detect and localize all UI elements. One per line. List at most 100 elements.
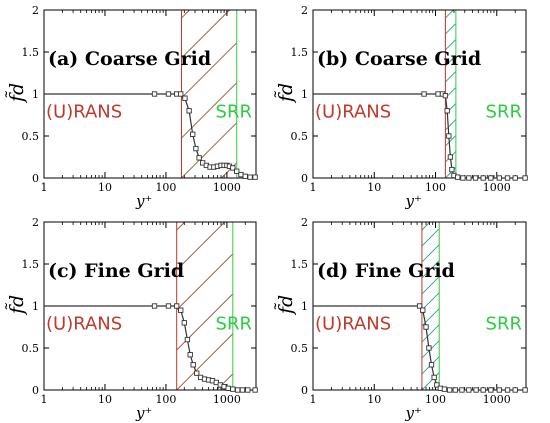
data-point [225, 385, 231, 391]
y-tick-label: 1.5 [291, 46, 309, 59]
rans-region-label: (U)RANS [46, 102, 122, 123]
data-point [459, 387, 465, 393]
y-tick-label: 2 [301, 216, 308, 229]
x-axis-label: y⁺ [405, 404, 422, 422]
y-tick-label: 1 [301, 88, 308, 101]
hatch-line [437, 388, 440, 390]
data-point [181, 320, 187, 326]
hatch-line [486, 222, 550, 390]
hatch-line [470, 222, 550, 390]
chart-panel-3: 00.511.521 10 100 1000(U)RANS SRR(c) Fine Gr… [5, 216, 550, 422]
hatch-line [421, 292, 440, 311]
panel-title: (c) Fine Grid [48, 260, 184, 282]
data-point [426, 345, 432, 351]
chart-panel-2: 0 0.5 1 1.5 2 1 10 100 1000 (U)RANS SRR (b) Coarse … [274, 4, 550, 210]
data-point [184, 336, 191, 343]
data-point [174, 303, 180, 309]
hatch-line [461, 10, 550, 178]
data-point [522, 387, 528, 393]
data-point [239, 387, 246, 393]
hatch-line [457, 222, 550, 390]
x-tick-label: 1 [41, 393, 48, 406]
x-axis-label: y⁺ [135, 192, 152, 210]
data-point [165, 91, 172, 97]
y-tick-label: 1.5 [291, 258, 309, 271]
hatch-line [421, 356, 440, 375]
hatch-line [181, 42, 237, 99]
x-tick-label: 100 [425, 181, 446, 194]
hatch-line [534, 222, 550, 390]
data-point [504, 175, 511, 181]
data-point [496, 387, 502, 393]
data-point [182, 95, 188, 101]
data-point [196, 155, 202, 161]
data-point [444, 108, 450, 114]
data-point [466, 387, 472, 393]
transition-hatch-zone [181, 10, 237, 178]
data-point [193, 145, 199, 152]
data-point [247, 174, 253, 180]
y-tick-label: 0 [32, 384, 39, 397]
srr-region-label: SRR [216, 102, 252, 123]
data-point [421, 91, 427, 97]
srr-region-label: SRR [486, 102, 522, 123]
data-point [488, 175, 494, 181]
y-tick-label: 0.5 [22, 130, 40, 143]
data-point [178, 91, 184, 97]
data-point [434, 382, 440, 388]
hatch-line [525, 10, 550, 178]
x-tick-label: 10 [98, 393, 112, 406]
transition-hatch-zone [176, 222, 550, 390]
x-tick-label: 10 [367, 393, 381, 406]
data-point [416, 303, 423, 309]
hatch-line [509, 10, 550, 178]
data-point [449, 166, 455, 173]
data-point [480, 175, 486, 181]
data-point [190, 131, 196, 137]
hatch-line [421, 372, 440, 390]
y-tick-label: 0 [301, 172, 308, 185]
hatch-line [445, 86, 456, 99]
hatch-line [181, 122, 237, 178]
data-point [512, 387, 518, 393]
y-tick-label: 0.5 [291, 342, 309, 355]
data-point [428, 362, 435, 368]
y-tick-label: 0.5 [22, 342, 40, 355]
hatch-line [421, 244, 440, 263]
y-tick-label: 0 [301, 384, 308, 397]
data-point [151, 91, 158, 97]
data-point [472, 175, 479, 181]
data-point [230, 165, 236, 171]
x-axis-label: y⁺ [135, 404, 152, 422]
data-point [252, 387, 258, 393]
x-tick-label: 100 [155, 181, 176, 194]
hatch-line [176, 293, 233, 351]
data-point [455, 174, 461, 180]
data-point [496, 175, 502, 181]
hatch-line [477, 10, 550, 178]
chart-panel-1: 00.511.521 10 100 1000(U)RANS SRR(a) Coarse … [5, 4, 258, 210]
x-tick-label: 1000 [483, 181, 511, 194]
hatch-line [537, 222, 550, 390]
data-point [242, 173, 248, 179]
x-tick-label: 10 [98, 181, 112, 194]
y-tick-label: 1 [301, 300, 308, 313]
hatch-line [181, 82, 237, 139]
data-point [190, 362, 196, 368]
data-point [460, 175, 466, 181]
data-point [234, 168, 240, 174]
y-tick-label: 0.5 [291, 130, 309, 143]
chart-panel-4: 0 0.5 1 1.5 2 1 10 100 1000 (U)RANS SRR (d) Fine Gr… [274, 216, 550, 422]
y-axis-label: f̃d [5, 83, 28, 104]
x-tick-label: 1 [310, 393, 317, 406]
x-tick-label: 1000 [483, 393, 511, 406]
panel-title: (d) Fine Grid [317, 260, 455, 282]
x-tick-label: 100 [425, 393, 446, 406]
hatch-line [176, 253, 233, 311]
data-point [466, 175, 472, 181]
x-tick-label: 10 [367, 181, 381, 194]
data-point [473, 387, 479, 393]
data-point [452, 387, 458, 393]
x-tick-label: 100 [155, 393, 176, 406]
